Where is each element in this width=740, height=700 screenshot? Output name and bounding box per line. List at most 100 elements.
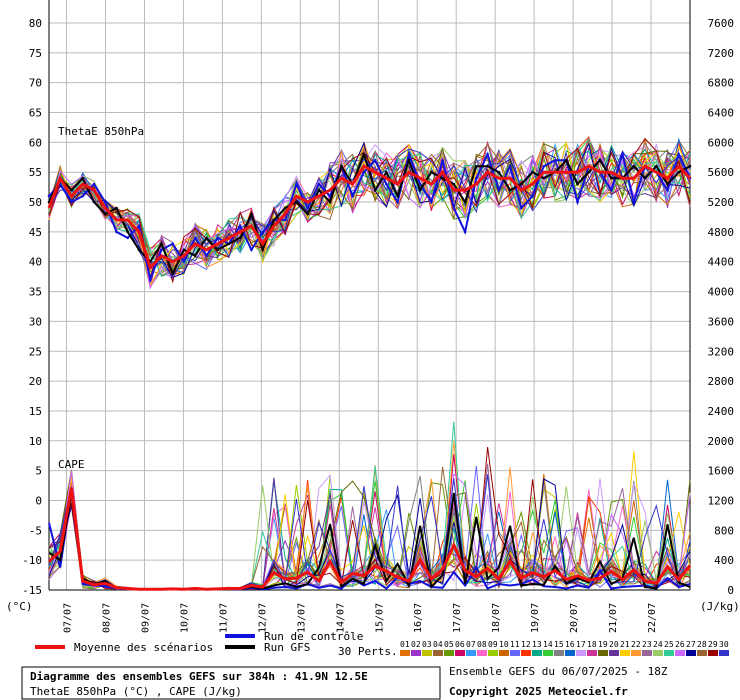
control-thetae-point [115,230,118,234]
control-thetae-point [430,200,433,204]
pert-swatch [466,650,476,656]
right-tick-label: 0 [727,584,734,597]
left-tick-label: 25 [29,345,42,358]
pert-swatch [576,650,586,656]
control-thetae-point [193,236,197,240]
gfs-thetae-point [508,188,512,192]
footer-subtitle: ThetaE 850hPa (°C) , CAPE (J/kg) [30,685,242,698]
pert-number: 26 [675,640,685,649]
chart-grid [48,0,691,591]
pert-thetae-line [48,138,691,269]
left-tick-label: 30 [29,315,42,328]
right-tick-label: 7200 [708,47,735,60]
left-axis-unit: (°C) [6,600,33,613]
pert-swatch [554,650,564,656]
control-thetae-point [306,206,309,210]
date-label: 18/07 [491,603,502,633]
control-thetae-point [351,194,354,198]
pert-number: 23 [642,640,652,649]
gfs-thetae-point [238,236,242,240]
gfs-thetae-point [430,170,433,174]
pert-thetae-line [48,149,691,279]
right-axis: 7600720068006400600056005200480044004000… [708,17,735,597]
gfs-thetae-point [385,170,388,174]
right-tick-label: 4800 [708,226,735,239]
gfs-thetae-point [598,158,602,162]
gfs-thetae-point [328,200,332,204]
pert-swatch [598,650,608,656]
control-thetae-point [452,206,456,210]
gfs-thetae-point [576,182,579,186]
left-tick-label: 55 [29,166,42,179]
pert-number: 27 [686,640,696,649]
left-tick-label: 60 [29,136,42,149]
left-tick-label: 35 [29,286,42,299]
pert-number: 29 [708,640,718,649]
left-tick-label: 70 [29,77,42,90]
pert-number: 22 [631,640,641,649]
control-thetae-point [576,200,579,204]
gfs-thetae-point [463,200,467,204]
pert-swatch [400,650,410,656]
pert-swatch [543,650,553,656]
right-tick-label: 800 [714,524,734,537]
pert-swatch [587,650,597,656]
pert-number: 24 [653,640,663,649]
date-label: 13/07 [296,603,307,633]
left-tick-label: -10 [22,554,42,567]
right-tick-label: 400 [714,554,734,567]
gfs-thetae-point [137,248,141,252]
footer-title: Diagramme des ensembles GEFS sur 384h : … [30,670,368,683]
pert-number: 09 [488,640,498,649]
gfs-thetae-point [677,170,681,174]
control-thetae-point [250,248,253,252]
gfs-thetae-point [407,158,411,162]
run-info: Ensemble GEFS du 06/07/2025 - 18Z [449,665,668,678]
date-label: 21/07 [608,603,619,633]
right-tick-label: 3200 [708,345,735,358]
left-tick-label: 40 [29,256,42,269]
gfs-thetae-point [373,188,377,192]
right-tick-label: 4400 [708,256,735,269]
date-label: 10/07 [179,603,190,633]
control-thetae-point [238,224,242,228]
gfs-thetae-point [564,158,568,162]
legend-mean-label: Moyenne des scénarios [74,641,213,654]
gfs-thetae-point [654,164,658,168]
pert-number: 18 [587,640,597,649]
pert-number: 08 [477,640,487,649]
pert-swatch [664,650,674,656]
control-thetae-point [632,200,636,204]
plot-area [49,0,690,590]
gfs-thetae-point [160,242,163,246]
gfs-thetae-point [497,170,501,174]
gfs-thetae-point [542,176,546,180]
right-tick-label: 1200 [708,494,735,507]
pert-number: 17 [576,640,586,649]
control-thetae-point [283,218,287,222]
right-tick-label: 5600 [708,166,735,179]
right-tick-label: 2800 [708,375,735,388]
pert-number: 16 [565,640,575,649]
gfs-thetae-point [70,188,73,192]
date-label: 14/07 [335,603,346,633]
pert-number: 20 [609,640,619,649]
left-tick-label: 75 [29,47,42,60]
date-label: 07/07 [63,603,74,633]
date-label: 09/07 [140,603,151,633]
main-lines [47,150,692,591]
right-axis-unit: (J/kg) [700,600,740,613]
pert-swatch [642,650,652,656]
gfs-thetae-point [475,164,478,168]
gfs-thetae-point [587,170,591,174]
pert-swatch [653,650,663,656]
date-axis: 07/07 08/07 09/07 10/07 11/07 12/07 13/07 14/07… [63,603,658,633]
left-tick-label: 80 [29,17,42,30]
gfs-thetae-point [81,176,85,180]
gfs-thetae-point [193,254,197,258]
right-tick-label: 3600 [708,315,735,328]
control-thetae-point [137,224,141,228]
